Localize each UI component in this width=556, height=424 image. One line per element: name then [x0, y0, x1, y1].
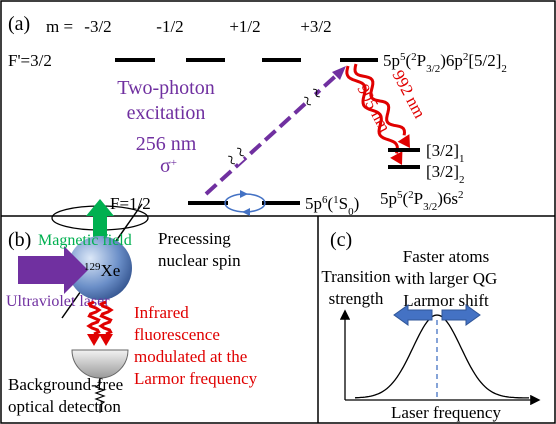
level-label: F=1/2 [110, 194, 151, 213]
arrow-head [398, 134, 410, 148]
spin-label: nuclear spin [158, 251, 241, 270]
m-value: +1/2 [229, 17, 260, 36]
state-label: 5p5(2P3/2)6s2 [380, 189, 463, 213]
fluorescence-label: Infrared [134, 303, 189, 322]
y-axis-label: strength [329, 289, 384, 308]
annotation: with larger QG [395, 269, 498, 288]
level-label: F'=3/2 [8, 51, 52, 70]
excitation-label: Two-photon [117, 77, 214, 99]
detection-label: Background-free [8, 375, 123, 394]
m-label: m = [46, 17, 73, 36]
sublevel-label: [3/2]2 [426, 162, 465, 186]
state-label: 5p6(1S0) [305, 194, 359, 218]
polarization-label: σ+ [160, 155, 177, 177]
spin-label: Precessing [158, 229, 231, 248]
panel-label: (a) [8, 13, 30, 35]
field-label: Magnetic field [38, 232, 132, 249]
x-axis-label: Laser frequency [391, 403, 501, 422]
decay-label: 992 nm [388, 67, 429, 121]
m-value: +3/2 [300, 17, 331, 36]
circular-arrow [225, 190, 265, 216]
detection-label: optical detection [8, 397, 121, 416]
excitation-arrow [206, 66, 346, 194]
arrow-head [99, 334, 113, 346]
wavelength-label: 256 nm [136, 133, 197, 155]
panel-label: (c) [330, 229, 352, 251]
detector [72, 350, 128, 378]
annotation: Faster atoms [403, 247, 489, 266]
fluorescence-label: modulated at the [134, 347, 247, 366]
figure: (a) m = -3/2 -1/2 +1/2 +3/2 F'=3/2 5p5(2… [0, 0, 556, 424]
panel-label: (b) [8, 229, 31, 251]
fluorescence-label: fluorescence [134, 325, 220, 344]
m-value: -3/2 [84, 17, 111, 36]
excitation-label: excitation [127, 102, 206, 124]
annotation: Larmor shift [403, 291, 489, 310]
lineshape [355, 315, 529, 398]
y-axis-label: Transition [321, 267, 391, 286]
m-value: -1/2 [156, 17, 183, 36]
arrow-head [87, 334, 101, 346]
fluorescence-label: Larmor frequency [134, 369, 258, 388]
